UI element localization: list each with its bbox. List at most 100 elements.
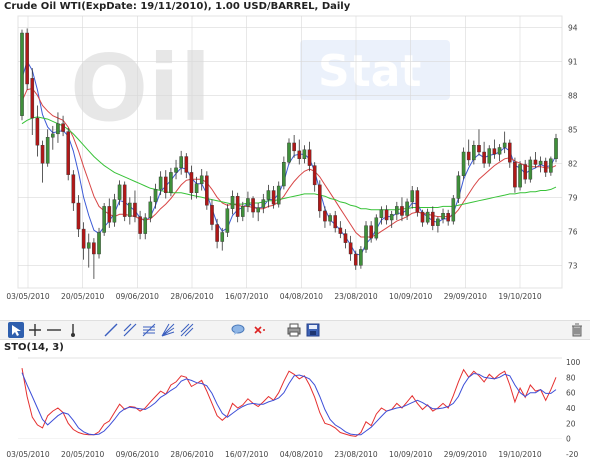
candle: [40, 140, 45, 183]
candle-body: [436, 218, 440, 226]
comment-tool-button[interactable]: [230, 322, 246, 338]
fibonacci-fan-tool-button[interactable]: [141, 322, 157, 338]
candle: [179, 150, 183, 175]
candle-body: [256, 207, 260, 213]
candle-body: [158, 176, 163, 190]
y-tick-label: 79: [568, 193, 578, 202]
parallel-channel-tool-button[interactable]: [122, 322, 138, 338]
save-icon: [306, 323, 320, 337]
candle-body: [528, 159, 533, 180]
candle-body: [410, 190, 415, 203]
candle: [143, 213, 148, 240]
comment-icon: [231, 324, 245, 335]
candle-body: [51, 133, 55, 138]
candle-body: [184, 156, 189, 173]
horizontal-line-icon: [47, 329, 61, 331]
candle: [364, 221, 368, 253]
candle: [359, 246, 363, 269]
candle: [133, 190, 137, 223]
candle-body: [395, 206, 399, 215]
candle: [549, 156, 553, 176]
regression-tool-button[interactable]: [179, 322, 195, 338]
candle: [492, 139, 497, 159]
y-tick-label: 76: [568, 227, 578, 236]
candle-body: [194, 183, 199, 194]
horizontal-line-tool-button[interactable]: [46, 322, 62, 338]
sto-x-tick-label: 10/09/2010: [389, 450, 432, 459]
sto-x-tick-label: 29/09/2010: [444, 450, 487, 459]
candle: [25, 28, 29, 90]
candle-body: [107, 206, 112, 223]
y-tick-label: 91: [568, 57, 578, 66]
candle: [61, 115, 65, 137]
delete-drawing-button[interactable]: [251, 322, 267, 338]
sto-x-tick-label: 04/08/2010: [280, 450, 323, 459]
candle: [251, 196, 255, 218]
candle: [128, 197, 132, 225]
candle: [323, 206, 327, 228]
candle: [425, 208, 430, 225]
candle-body: [261, 199, 266, 208]
candle: [230, 190, 235, 215]
candle: [66, 128, 71, 181]
candle: [430, 206, 435, 231]
candle-body: [117, 184, 122, 200]
gann-fan-tool-button[interactable]: [160, 322, 176, 338]
sto-x-tick-label: 09/06/2010: [116, 450, 159, 459]
y-tick-label: 94: [568, 23, 578, 32]
candle: [210, 199, 214, 231]
crosshair-tool-button[interactable]: [27, 322, 43, 338]
candle-body: [235, 195, 240, 217]
trash-button[interactable]: [569, 322, 585, 338]
candle-body: [271, 190, 276, 205]
candle-body: [364, 225, 368, 250]
cursor-tool-button[interactable]: [8, 322, 24, 338]
candle: [86, 233, 91, 268]
candle: [163, 170, 168, 199]
candle-body: [20, 32, 24, 116]
trend-line-tool-button[interactable]: [103, 322, 119, 338]
candle-body: [81, 228, 86, 249]
sto-y-tick-label-extra: -20: [566, 450, 578, 459]
candle-body: [543, 160, 548, 173]
candle: [487, 145, 492, 167]
y-tick-label: 73: [568, 261, 578, 270]
candle-body: [112, 199, 117, 223]
candle: [353, 250, 358, 270]
candle-body: [71, 174, 76, 204]
candle-body: [97, 232, 101, 255]
candle-body: [143, 217, 148, 234]
candle-body: [122, 184, 127, 217]
candle-body: [205, 175, 209, 206]
save-button[interactable]: [305, 322, 321, 338]
candle-body: [507, 142, 512, 163]
stochastic-chart[interactable]: 0 20 40 60 80 100 -20 03/05/2010 20/05/2010 09/06…: [0, 350, 590, 460]
sto-d-line: [21, 372, 557, 436]
cursor-icon: [12, 325, 21, 336]
candle: [174, 159, 178, 180]
candle: [169, 167, 173, 197]
candle: [343, 229, 348, 249]
candle: [107, 198, 112, 228]
candle: [466, 139, 471, 166]
price-chart[interactable]: Oil Stat 73 76 79 82 85 88 91 94 03/05/2010 20/05/2…: [0, 12, 590, 312]
candle: [338, 221, 343, 239]
print-button[interactable]: [286, 322, 302, 338]
x-tick-label: 10/09/2010: [389, 292, 432, 301]
candle-body: [518, 164, 522, 188]
candle-body: [179, 156, 183, 169]
plot-frame: [17, 15, 563, 289]
candle-body: [102, 206, 106, 233]
candle-body: [405, 201, 409, 216]
candle-body: [477, 144, 481, 153]
vertical-line-tool-button[interactable]: [65, 322, 81, 338]
candle: [400, 197, 404, 222]
candle: [256, 203, 260, 222]
candle-body: [153, 189, 158, 203]
candle-body: [425, 211, 430, 223]
candle-body: [523, 164, 527, 180]
x-tick-label: 20/05/2010: [61, 292, 104, 301]
candle-body: [359, 249, 363, 266]
candle: [456, 171, 461, 203]
candle-body: [353, 253, 358, 266]
